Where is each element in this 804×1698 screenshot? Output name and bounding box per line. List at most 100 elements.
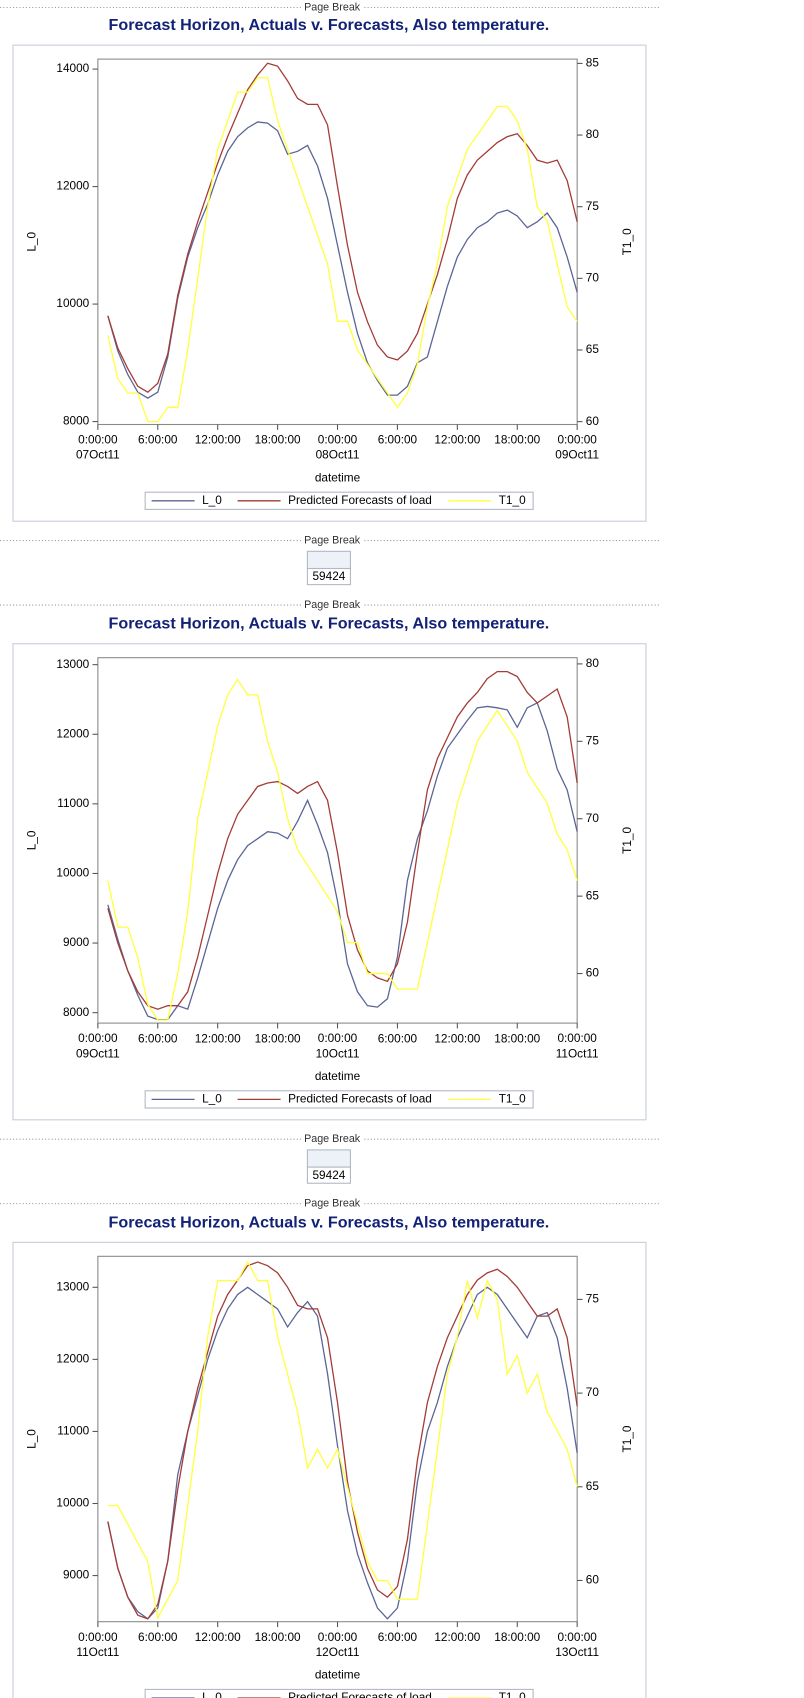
legend-label: T1_0 [499,493,526,507]
y2-tick-label: 75 [586,733,600,747]
x-tick-label: 0:00:00 10Oct11 [316,1031,360,1060]
legend-label: L_0 [202,493,222,507]
y-tick-label: 8000 [63,1005,90,1019]
y2-tick-label: 70 [586,270,600,284]
table-header-cell [306,550,351,570]
y2-tick-label: 70 [586,811,600,825]
x-tick-label: 12:00:00 [195,1630,241,1644]
y2-tick-label: 75 [586,1292,600,1306]
table-cell [306,1166,351,1184]
x-tick-label: 0:00:00 08Oct11 [316,433,360,462]
y-tick-label: 10000 [56,866,89,880]
y2-tick-label: 85 [586,56,600,70]
legend-box [144,1090,534,1109]
x-tick-label: 6:00:00 [138,1031,178,1045]
series-line [107,121,578,399]
x-tick-label: 0:00:00 11Oct11 [76,1630,119,1659]
legend-box [144,491,534,510]
y2-tick-label: 65 [586,342,600,356]
legend-label: Predicted Forecasts of load [288,1092,432,1106]
series-line [107,702,578,1021]
y-tick-label: 11000 [57,796,89,810]
legend-label: T1_0 [499,1690,526,1698]
page-break-label-bg [300,1,364,14]
x-tick-label: 0:00:00 07Oct11 [76,433,120,462]
y-tick-label: 14000 [56,61,89,75]
plot-area [97,1255,578,1623]
x-tick-label: 0:00:00 12Oct11 [316,1630,360,1659]
y2-tick-label: 75 [586,199,600,213]
x-tick-label: 12:00:00 [434,1031,480,1045]
x-tick-label: 18:00:00 [255,1031,301,1045]
y-axis-label: L_0 [24,232,38,252]
page-break-label-bg [300,1132,364,1146]
x-tick-label: 12:00:00 [434,433,480,447]
series-line [107,678,578,1021]
x-tick-label: 6:00:00 [378,433,418,447]
x-tick-label: 12:00:00 [434,1630,480,1644]
table-value: 59424 [312,569,345,583]
y2-tick-label: 65 [586,888,600,902]
y2-tick-label: 60 [586,1573,600,1587]
plot-area [97,58,578,426]
y-tick-label: 13000 [56,1279,89,1293]
legend-label: Predicted Forecasts of load [288,493,432,507]
x-tick-label: 18:00:00 [494,433,540,447]
x-tick-label: 12:00:00 [195,1031,241,1045]
y2-tick-label: 80 [586,127,600,141]
x-tick-label: 18:00:00 [255,433,301,447]
legend-label: T1_0 [499,1092,526,1106]
series-line [107,670,578,1010]
page-break-label-bg [300,598,364,612]
y2-tick-label: 70 [586,1385,600,1399]
x-tick-label: 6:00:00 [138,433,178,447]
legend-label: L_0 [202,1092,222,1106]
y-axis-label: L_0 [24,1429,38,1449]
table-header-cell [306,1149,351,1168]
x-axis-label: datetime [315,1668,361,1682]
y-tick-label: 11000 [57,1424,89,1438]
y-tick-label: 10000 [56,296,89,310]
plot-area [97,657,578,1024]
series-line [107,77,578,423]
legend-label: Predicted Forecasts of load [288,1690,432,1698]
page-break-label-bg [300,534,364,548]
y-tick-label: 12000 [56,179,89,193]
x-tick-label: 18:00:00 [494,1031,540,1045]
x-tick-label: 0:00:00 13Oct11 [555,1630,599,1659]
x-tick-label: 0:00:00 09Oct11 [555,433,599,462]
y-tick-label: 12000 [56,726,89,740]
x-tick-label: 0:00:00 11Oct11 [556,1031,599,1060]
x-tick-label: 18:00:00 [255,1630,301,1644]
x-tick-label: 6:00:00 [378,1630,418,1644]
page-break-label: Page Break [304,1133,361,1145]
x-axis-label: datetime [315,1069,361,1083]
y-tick-label: 10000 [56,1496,89,1510]
y2-axis-label: T1_0 [620,228,634,255]
y-tick-label: 9000 [63,935,90,949]
x-tick-label: 18:00:00 [494,1630,540,1644]
legend-label: L_0 [202,1690,222,1698]
legend-box [144,1688,534,1698]
page-break-label-bg [300,1197,364,1211]
table-value: 59424 [312,1168,345,1182]
chart-title: Forecast Horizon, Actuals v. Forecasts, … [109,615,550,633]
chart-title: Forecast Horizon, Actuals v. Forecasts, … [109,16,550,34]
page-break-label: Page Break [304,534,361,546]
series-line [107,1261,578,1620]
page-break-label: Page Break [304,1,361,13]
y2-tick-label: 60 [586,966,600,980]
y-tick-label: 12000 [56,1351,89,1365]
y-tick-label: 9000 [63,1568,90,1582]
x-tick-label: 12:00:00 [195,433,241,447]
series-line [107,62,578,393]
y2-tick-label: 65 [586,1479,600,1493]
x-tick-label: 6:00:00 [378,1031,418,1045]
x-tick-label: 0:00:00 09Oct11 [76,1031,120,1060]
y-tick-label: 8000 [63,414,90,428]
y2-tick-label: 80 [586,656,600,670]
y-axis-label: L_0 [24,830,38,850]
y-tick-label: 13000 [56,657,89,671]
table-cell [306,567,351,586]
